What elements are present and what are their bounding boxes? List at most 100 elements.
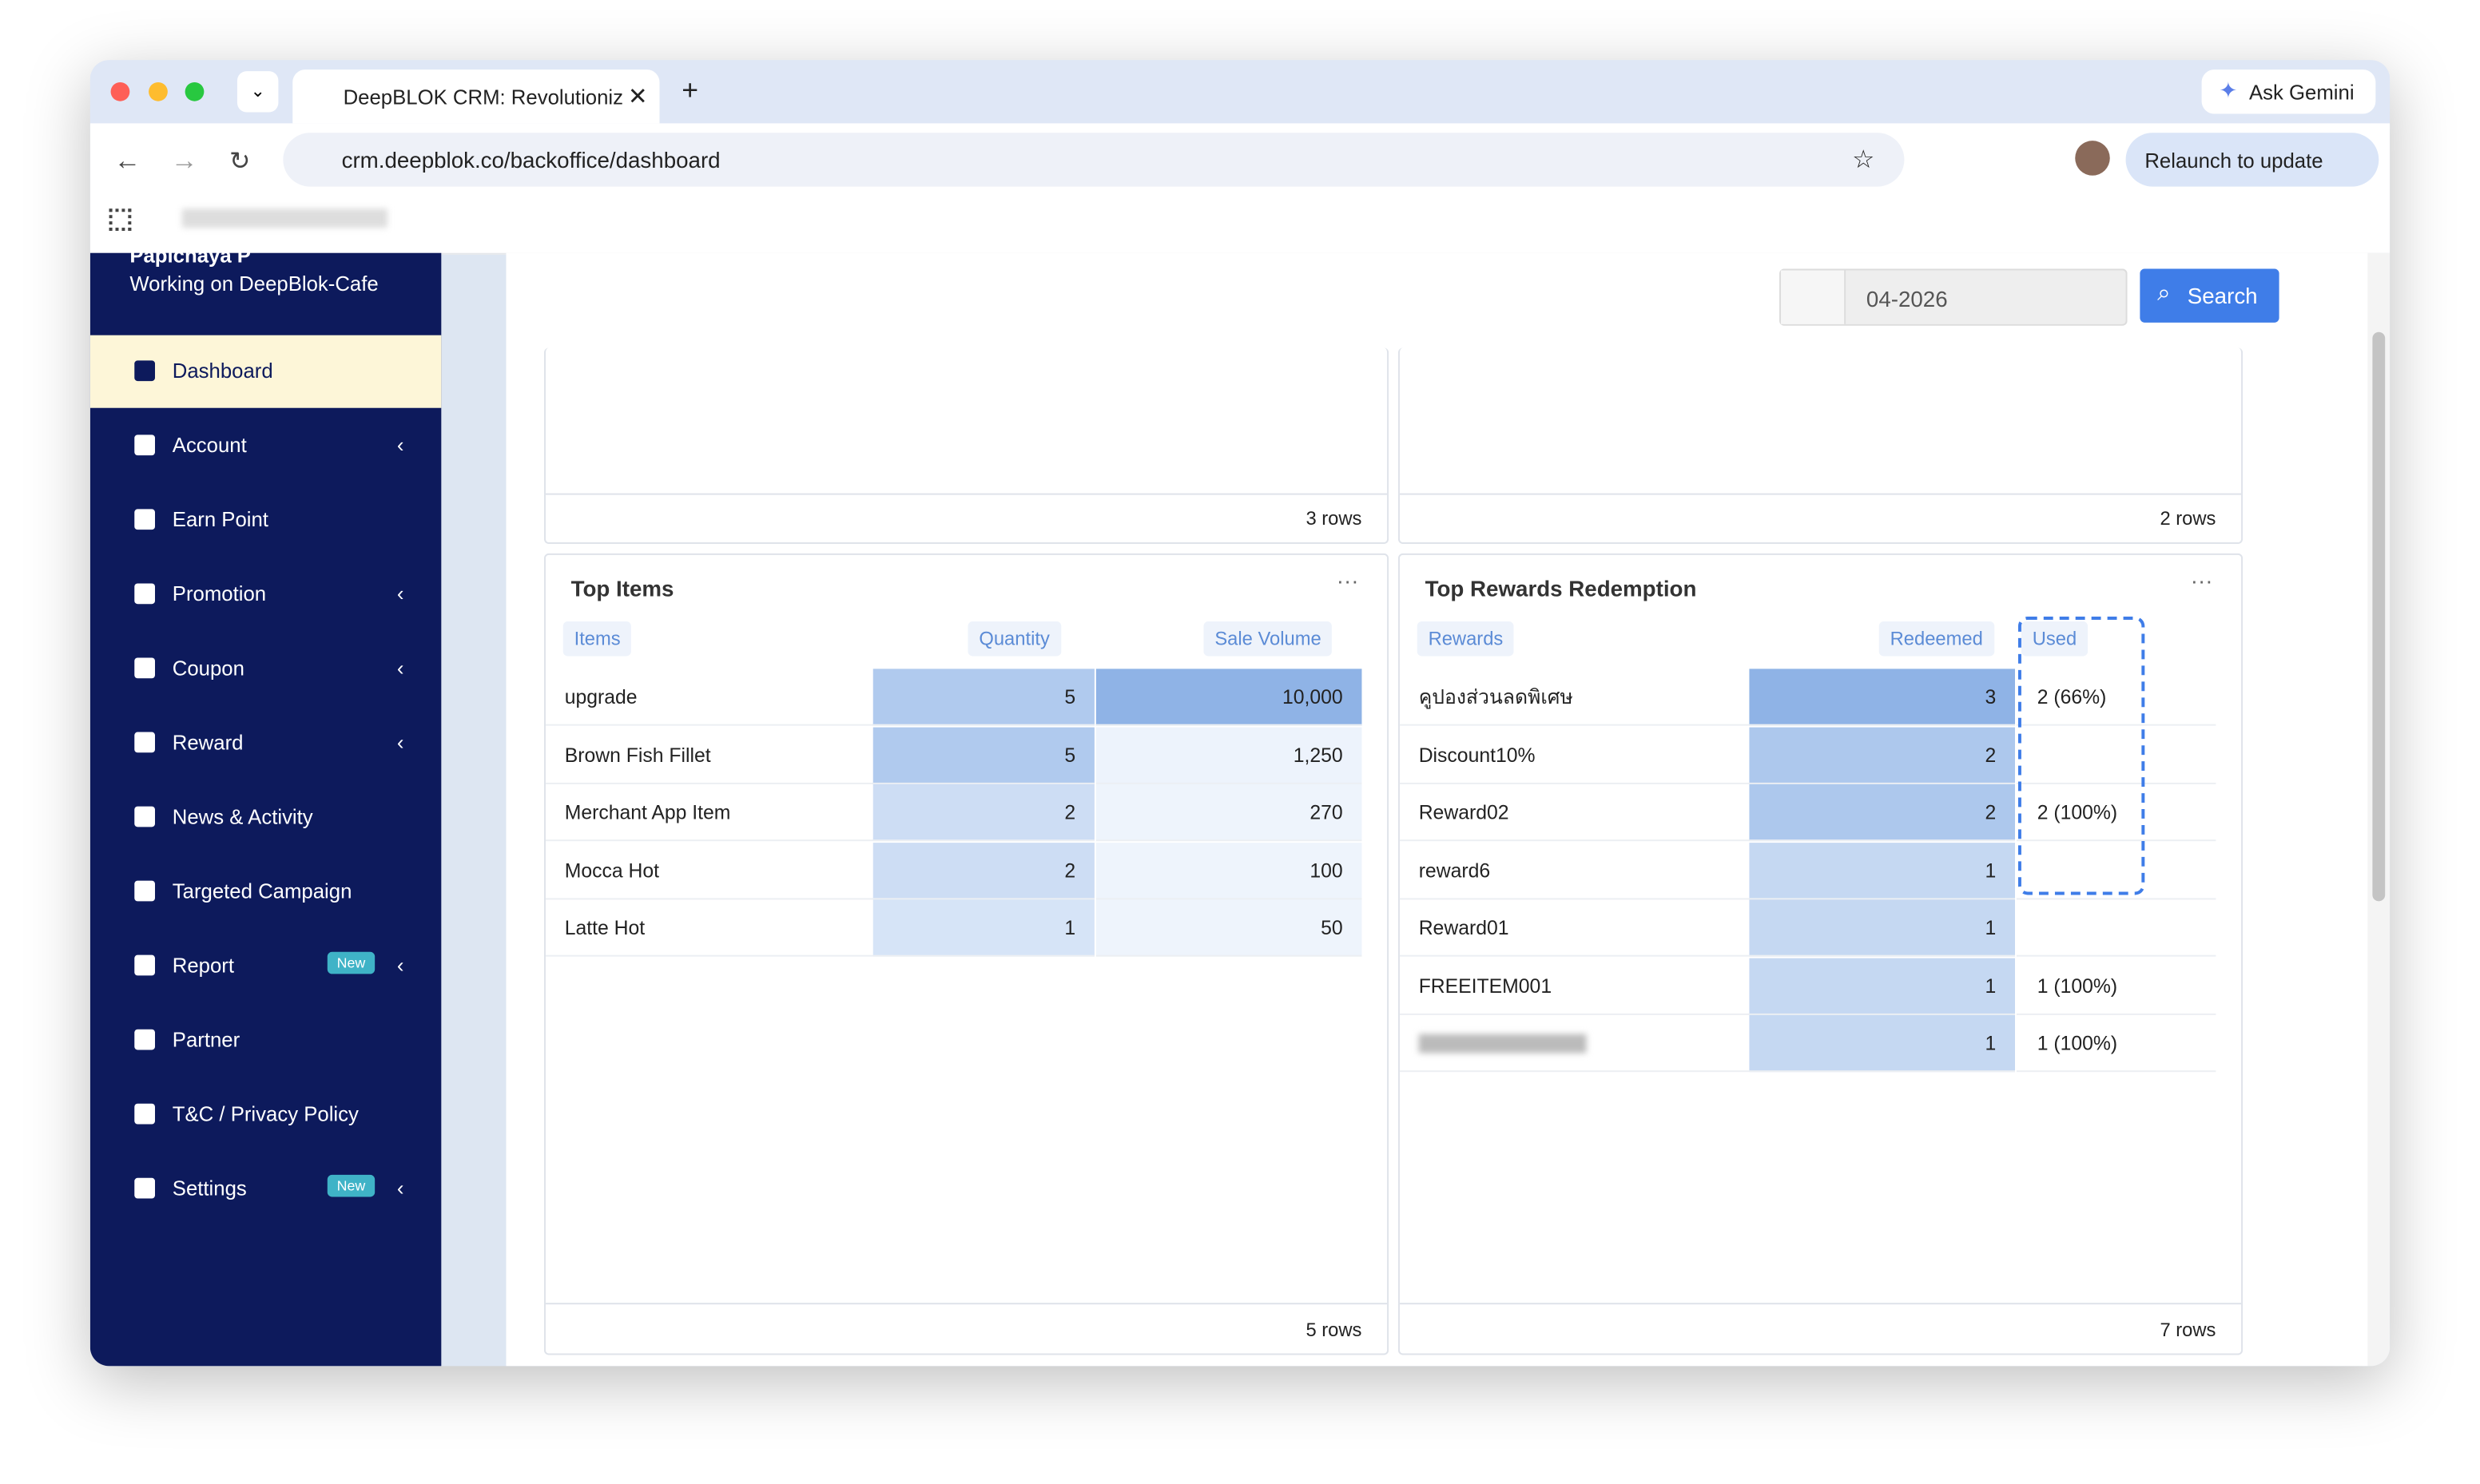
item-name: Latte Hot bbox=[545, 899, 873, 957]
used bbox=[2016, 727, 2216, 784]
row-count: 2 rows bbox=[2160, 507, 2216, 530]
column-header[interactable]: Used bbox=[2021, 621, 2089, 657]
panel-menu[interactable]: ··· bbox=[2190, 567, 2213, 593]
used bbox=[2016, 842, 2216, 899]
bookmark-star[interactable]: ☆ bbox=[1852, 147, 1875, 174]
redeemed: 1 bbox=[1749, 1014, 2015, 1073]
menu-label: Account bbox=[172, 433, 247, 458]
tab-close[interactable]: ✕ bbox=[627, 83, 648, 111]
apps-icon[interactable] bbox=[109, 208, 132, 232]
min-dot[interactable] bbox=[149, 81, 168, 101]
panel-footer-line bbox=[545, 493, 1388, 495]
sale-volume: 1,250 bbox=[1095, 726, 1362, 784]
max-dot[interactable] bbox=[185, 81, 205, 101]
row-count: 7 rows bbox=[2160, 1318, 2216, 1341]
blurred-name bbox=[1418, 1034, 1587, 1053]
tab-list[interactable]: ⌄ bbox=[236, 71, 279, 113]
row-count: 5 rows bbox=[1306, 1318, 1362, 1341]
reward-name: Reward01 bbox=[1399, 899, 1750, 957]
scrollbar bbox=[2367, 252, 2391, 1367]
reward-name: Discount10% bbox=[1399, 727, 1750, 784]
column-header[interactable]: Redeemed bbox=[1878, 621, 1994, 657]
menu-icon bbox=[134, 732, 155, 753]
new-tab[interactable]: + bbox=[682, 74, 699, 106]
tab[interactable]: DeepBLOK CRM: Revolutioniz ✕ bbox=[292, 69, 660, 124]
search-icon: ⌕ bbox=[2157, 280, 2171, 308]
close-dot[interactable] bbox=[110, 81, 130, 101]
column-header[interactable]: Quantity bbox=[968, 621, 1061, 657]
date-picker[interactable]: 04-2026 bbox=[1779, 268, 2128, 326]
menu-item[interactable]: Coupon ‹ bbox=[90, 633, 441, 705]
panel: Top Items ··· 5 rows Items Quantity Sale Volu… bbox=[543, 553, 1389, 1355]
used: 2 (100%) bbox=[2016, 784, 2216, 842]
back[interactable]: ← bbox=[113, 145, 141, 176]
reward-name: FREEITEM001 bbox=[1399, 958, 1750, 1014]
menu-label: Dashboard bbox=[172, 359, 273, 383]
address-bar[interactable]: crm.deepblok.co/backoffice/dashboard ☆ bbox=[283, 133, 1905, 187]
menu-icon bbox=[134, 806, 155, 827]
menu-icon bbox=[134, 1177, 155, 1199]
quantity: 5 bbox=[872, 726, 1095, 784]
scroll-thumb[interactable] bbox=[2372, 331, 2386, 902]
sale-volume: 270 bbox=[1095, 784, 1362, 842]
gemini-button[interactable]: Ask Gemini ✦ bbox=[2201, 69, 2376, 114]
menu-item[interactable]: News & Activity bbox=[90, 781, 441, 854]
date-value: 04-2026 bbox=[1866, 286, 1948, 311]
column-header[interactable]: Rewards bbox=[1417, 621, 1515, 657]
blurred-bookmark bbox=[181, 208, 388, 228]
reward-name bbox=[1399, 1015, 1750, 1073]
item-name: Brown Fish Fillet bbox=[545, 727, 873, 784]
tab-bar: ⌄ DeepBLOK CRM: Revolutioniz ✕ + Ask Gem… bbox=[89, 60, 2391, 124]
redeemed: 1 bbox=[1749, 957, 2015, 1014]
relaunch-button[interactable]: Relaunch to update bbox=[2125, 133, 2379, 187]
row-count: 3 rows bbox=[1306, 507, 1362, 530]
workspace: Working on DeepBlok-Cafe bbox=[129, 272, 379, 296]
menu-item[interactable]: Reward ‹ bbox=[90, 707, 441, 780]
sale-volume: 10,000 bbox=[1095, 669, 1362, 726]
menu-item[interactable]: Partner bbox=[90, 1004, 441, 1077]
forward[interactable]: → bbox=[170, 145, 198, 176]
panel-title: Top Items bbox=[570, 575, 674, 601]
menu-icon bbox=[134, 1103, 155, 1125]
chevron: ‹ bbox=[396, 581, 404, 606]
gemini-label: Ask Gemini bbox=[2248, 80, 2355, 105]
menu-item[interactable]: Report New ‹ bbox=[90, 930, 441, 1002]
menu-item[interactable]: Promotion ‹ bbox=[90, 558, 441, 631]
used: 1 (100%) bbox=[2016, 1015, 2216, 1073]
sidebar: Papichaya P Working on DeepBlok-Cafe Das… bbox=[89, 244, 442, 1367]
menu-item[interactable]: Account ‹ bbox=[90, 410, 441, 482]
used: 1 (100%) bbox=[2016, 958, 2216, 1014]
menu-item[interactable]: Dashboard bbox=[89, 335, 442, 408]
column-header[interactable]: Sale Volume bbox=[1203, 621, 1333, 657]
menu-icon bbox=[134, 880, 155, 902]
used: 2 (66%) bbox=[2016, 669, 2216, 726]
redeemed: 1 bbox=[1749, 842, 2015, 899]
item-name: Mocca Hot bbox=[545, 842, 873, 899]
avatar[interactable] bbox=[2075, 141, 2110, 176]
menu-label: T&C / Privacy Policy bbox=[172, 1101, 359, 1126]
menu-label: Settings bbox=[172, 1176, 247, 1200]
search-label: Search bbox=[2187, 283, 2258, 309]
reward-name: คูปองส่วนลดพิเศษ bbox=[1399, 669, 1750, 726]
menu-badge: New bbox=[327, 951, 376, 974]
menu-item[interactable]: T&C / Privacy Policy bbox=[90, 1078, 441, 1151]
reward-name: Reward02 bbox=[1399, 784, 1750, 842]
menu-item[interactable]: Settings New ‹ bbox=[90, 1153, 441, 1225]
menu-item[interactable]: Earn Point bbox=[90, 484, 441, 557]
panel-footer-line bbox=[545, 1303, 1388, 1305]
menu-item[interactable]: Targeted Campaign bbox=[90, 855, 441, 928]
menu-label: Report bbox=[172, 953, 235, 978]
menu-icon bbox=[134, 583, 155, 605]
column-header[interactable]: Items bbox=[562, 621, 632, 657]
tab-title: DeepBLOK CRM: Revolutioniz bbox=[343, 85, 624, 109]
used bbox=[2016, 899, 2216, 957]
redeemed: 3 bbox=[1749, 669, 2015, 726]
quantity: 1 bbox=[872, 899, 1095, 957]
gemini-icon: ✦ bbox=[2219, 77, 2238, 103]
panel-menu[interactable]: ··· bbox=[1336, 567, 1359, 593]
menu-label: Reward bbox=[172, 730, 244, 755]
search-button[interactable]: Search ⌕ bbox=[2140, 268, 2279, 323]
chevron: ‹ bbox=[396, 730, 404, 755]
reload[interactable]: ↻ bbox=[229, 149, 251, 176]
